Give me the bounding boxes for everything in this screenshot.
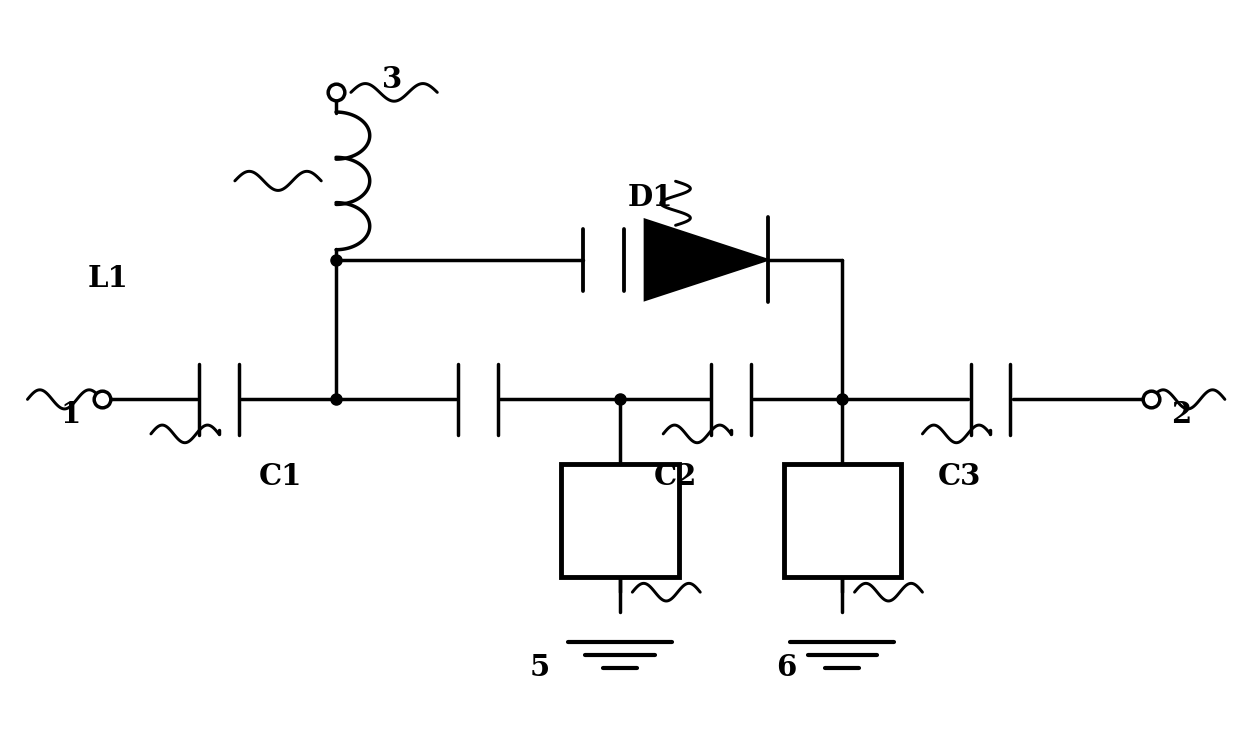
Text: C1: C1 [259, 462, 303, 491]
Bar [784, 464, 900, 577]
Text: 5: 5 [529, 653, 549, 682]
Bar [562, 464, 678, 577]
Text: 1: 1 [61, 400, 81, 428]
Text: 3: 3 [382, 65, 402, 95]
Text: L1: L1 [87, 263, 128, 293]
Text: 6: 6 [776, 653, 797, 682]
Text: D1: D1 [629, 183, 673, 212]
Text: 2: 2 [1172, 400, 1192, 428]
Text: C2: C2 [653, 462, 697, 491]
Text: C3: C3 [937, 462, 981, 491]
Polygon shape [645, 220, 768, 300]
